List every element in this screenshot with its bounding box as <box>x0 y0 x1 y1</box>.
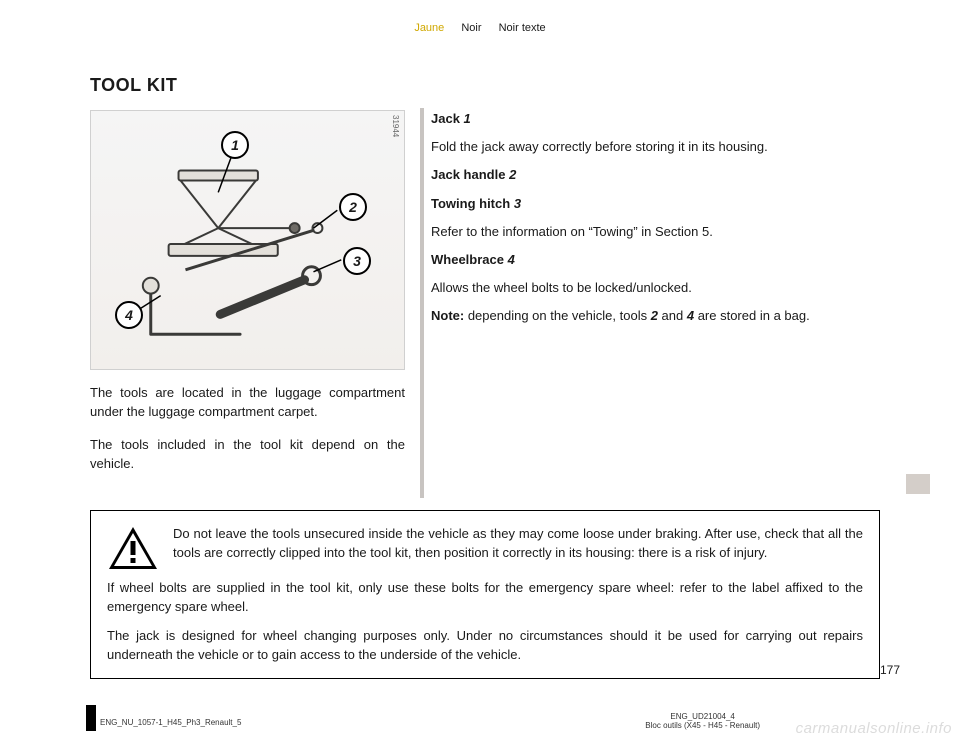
warning-triangle-icon <box>107 525 159 571</box>
warning-p1: Do not leave the tools unsecured inside … <box>173 525 863 563</box>
tow-heading: Towing hitch 3 <box>431 195 880 213</box>
callout-4: 4 <box>115 301 143 329</box>
content-area: TOOL KIT 31944 <box>90 75 880 486</box>
column-separator <box>420 108 424 498</box>
header-word-noir: Noir <box>461 22 481 34</box>
brace-number: 4 <box>508 252 515 267</box>
brace-heading: Wheelbrace 4 <box>431 251 880 269</box>
jack-number: 1 <box>464 111 471 126</box>
warning-first-row: Do not leave the tools unsecured inside … <box>107 525 863 571</box>
toolkit-figure: 31944 <box>90 110 405 370</box>
footer-right-line2: Bloc outils (X45 - H45 - Renault) <box>645 721 760 731</box>
columns: 31944 <box>90 110 880 486</box>
column-right: Jack 1 Fold the jack away correctly befo… <box>431 110 880 486</box>
note-body-b: and <box>658 308 687 323</box>
column-left: 31944 <box>90 110 405 486</box>
handle-label: Jack handle <box>431 167 505 182</box>
handle-heading: Jack handle 2 <box>431 166 880 184</box>
left-caption-1: The tools are located in the luggage com… <box>90 384 405 422</box>
note-label: Note: <box>431 308 464 323</box>
tow-label: Towing hitch <box>431 196 510 211</box>
brace-body: Allows the wheel bolts to be locked/unlo… <box>431 279 880 297</box>
jack-heading: Jack 1 <box>431 110 880 128</box>
callout-2: 2 <box>339 193 367 221</box>
note-body-a: depending on the vehicle, tools <box>464 308 650 323</box>
warning-p2: If wheel bolts are supplied in the tool … <box>107 579 863 617</box>
footer-right-line1: ENG_UD21004_4 <box>645 712 760 722</box>
header-word-jaune: Jaune <box>414 22 444 34</box>
note-line: Note: depending on the vehicle, tools 2 … <box>431 307 880 325</box>
footer-right-code: ENG_UD21004_4 Bloc outils (X45 - H45 - R… <box>645 712 760 731</box>
warning-p3: The jack is designed for wheel changing … <box>107 627 863 665</box>
page-number: 177 <box>880 663 900 677</box>
print-marks-header: Jaune Noir Noir texte <box>0 0 960 34</box>
thumb-tab <box>906 474 930 494</box>
note-n1: 2 <box>651 308 658 323</box>
tow-number: 3 <box>514 196 521 211</box>
page-title: TOOL KIT <box>90 75 880 96</box>
footer-left-code: ENG_NU_1057-1_H45_Ph3_Renault_5 <box>100 718 241 727</box>
handle-number: 2 <box>509 167 516 182</box>
tow-body: Refer to the information on “Towing” in … <box>431 223 880 241</box>
note-body-c: are stored in a bag. <box>694 308 810 323</box>
watermark: carmanualsonline.info <box>796 720 952 737</box>
jack-label: Jack <box>431 111 460 126</box>
note-n2: 4 <box>687 308 694 323</box>
callout-3: 3 <box>343 247 371 275</box>
header-word-noir-texte: Noir texte <box>499 22 546 34</box>
jack-body: Fold the jack away correctly before stor… <box>431 138 880 156</box>
warning-box: Do not leave the tools unsecured inside … <box>90 510 880 679</box>
callout-1: 1 <box>221 131 249 159</box>
brace-label: Wheelbrace <box>431 252 504 267</box>
print-corner-mark <box>86 705 96 731</box>
left-caption-2: The tools included in the tool kit depen… <box>90 436 405 474</box>
page: Jaune Noir Noir texte TOOL KIT 31944 <box>0 0 960 743</box>
